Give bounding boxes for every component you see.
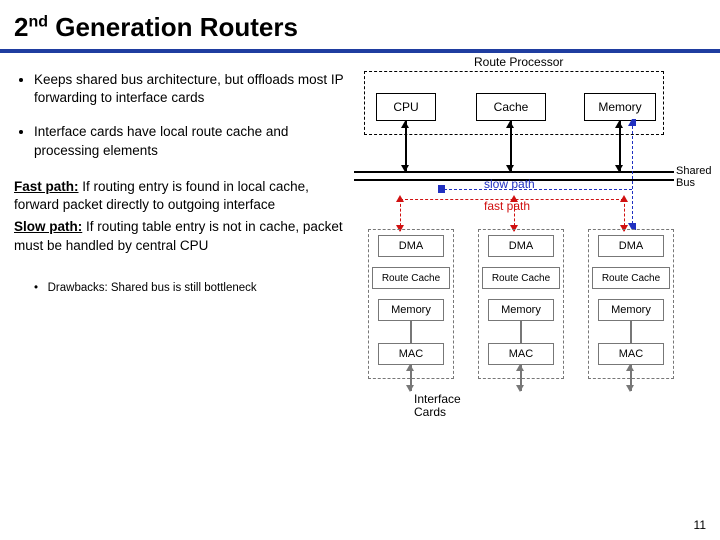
cpu-label: CPU xyxy=(393,100,418,114)
c3-ea xyxy=(626,385,634,392)
routecache-2: Route Cache xyxy=(482,267,560,289)
router-diagram: Route Processor CPU Cache Memory Shared … xyxy=(354,71,710,431)
mem-2: Memory xyxy=(488,299,554,321)
fast-a1u xyxy=(396,195,404,202)
slow-path-text: slow path xyxy=(484,177,535,191)
route-processor-label: Route Processor xyxy=(474,55,563,69)
bullet-list: Keeps shared bus architecture, but offlo… xyxy=(14,71,354,160)
fast-path-label: Fast path: xyxy=(14,179,79,194)
title-sup: nd xyxy=(28,13,48,30)
mac-3: MAC xyxy=(598,343,664,365)
cache-label: Cache xyxy=(494,100,529,114)
dma-1: DMA xyxy=(378,235,444,257)
cache-to-bus xyxy=(510,121,512,171)
memory-box: Memory xyxy=(584,93,656,121)
memory-label: Memory xyxy=(598,100,641,114)
c1-eau xyxy=(406,364,414,371)
title-two: 2 xyxy=(14,12,28,42)
c3-conn xyxy=(630,321,632,343)
slow-arrow-up xyxy=(628,119,636,126)
fast-a3u xyxy=(620,195,628,202)
cpu-arrow-up xyxy=(401,121,409,128)
mac-1: MAC xyxy=(378,343,444,365)
bullet-column: Keeps shared bus architecture, but offlo… xyxy=(14,71,354,431)
slow-path-h xyxy=(444,189,632,190)
bullet-1: Keeps shared bus architecture, but offlo… xyxy=(34,71,354,107)
cpu-arrow-down xyxy=(401,165,409,172)
drawback-bullet: • xyxy=(34,282,38,294)
mac-2: MAC xyxy=(488,343,554,365)
c1-conn xyxy=(410,321,412,343)
c2-conn xyxy=(520,321,522,343)
routecache-3: Route Cache xyxy=(592,267,670,289)
memory-arrow-down xyxy=(615,165,623,172)
bullet-2: Interface cards have local route cache a… xyxy=(34,123,354,159)
slow-arrow-l xyxy=(438,185,445,193)
content-area: Keeps shared bus architecture, but offlo… xyxy=(0,53,720,431)
mem-1: Memory xyxy=(378,299,444,321)
c2-eau xyxy=(516,364,524,371)
c2-ea xyxy=(516,385,524,392)
drawback-line: • Drawbacks: Shared bus is still bottlen… xyxy=(14,281,354,297)
drawback-text: Drawbacks: Shared bus is still bottlenec… xyxy=(48,282,257,294)
dma-3: DMA xyxy=(598,235,664,257)
cache-box: Cache xyxy=(476,93,546,121)
routecache-1: Route Cache xyxy=(372,267,450,289)
page-number: 11 xyxy=(694,518,706,532)
mem-3: Memory xyxy=(598,299,664,321)
cache-arrow-up xyxy=(506,121,514,128)
memory-to-bus xyxy=(619,121,621,171)
fast-path-para: Fast path: If routing entry is found in … xyxy=(14,178,354,214)
c1-ea xyxy=(406,385,414,392)
slow-path-label: Slow path: xyxy=(14,219,82,234)
slow-path-para: Slow path: If routing table entry is not… xyxy=(14,218,354,254)
shared-bus-label: Shared Bus xyxy=(676,165,711,189)
cpu-box: CPU xyxy=(376,93,436,121)
page-title: 2nd Generation Routers xyxy=(0,0,720,49)
memory-arrow-up xyxy=(615,121,623,128)
fast-path-text-d: fast path xyxy=(484,199,530,213)
cache-arrow-down xyxy=(506,165,514,172)
cpu-to-bus xyxy=(405,121,407,171)
slow-path-v xyxy=(632,121,633,229)
interface-cards-label: Interface Cards xyxy=(414,393,461,419)
c3-eau xyxy=(626,364,634,371)
title-rest: Generation Routers xyxy=(48,12,298,42)
dma-2: DMA xyxy=(488,235,554,257)
